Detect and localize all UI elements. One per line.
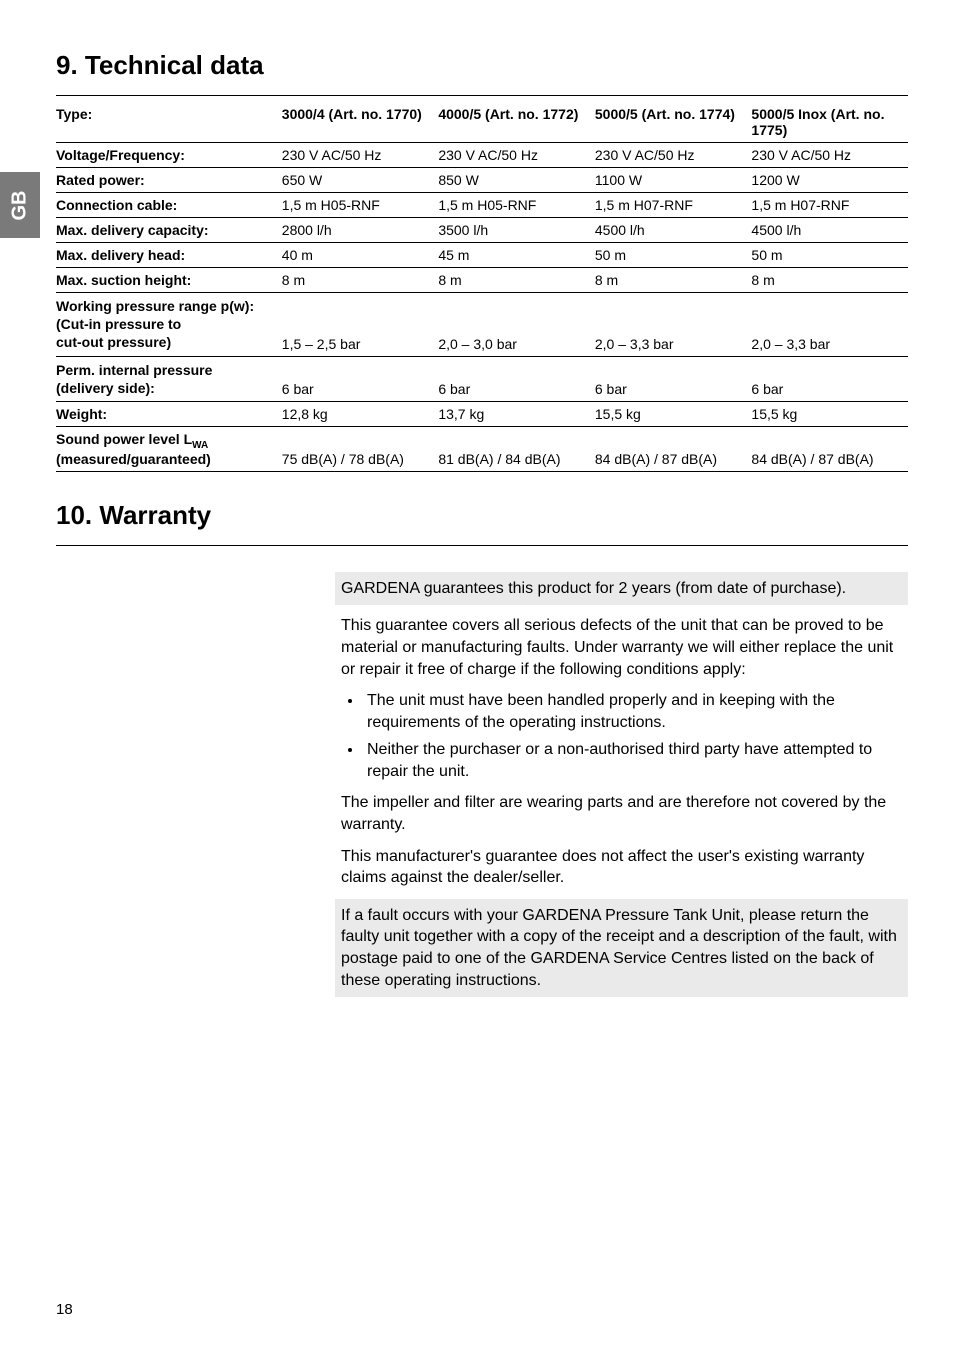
row-value: 2,0 – 3,0 bar: [438, 293, 595, 357]
page-number: 18: [56, 1301, 73, 1318]
row-value: 15,5 kg: [751, 401, 908, 426]
table-row: Sound power level LWA(measured/guarantee…: [56, 426, 908, 471]
row-value: 13,7 kg: [438, 401, 595, 426]
row-value: 6 bar: [438, 356, 595, 401]
row-value: 1,5 m H07-RNF: [595, 193, 752, 218]
row-value: 4500 l/h: [595, 218, 752, 243]
row-value: 1200 W: [751, 168, 908, 193]
row-value: 12,8 kg: [282, 401, 439, 426]
row-value: 6 bar: [595, 356, 752, 401]
row-value: 4500 l/h: [751, 218, 908, 243]
row-value: 1,5 m H07-RNF: [751, 193, 908, 218]
row-label: Max. delivery head:: [56, 243, 282, 268]
row-label: Max. suction height:: [56, 268, 282, 293]
row-value: 84 dB(A) / 87 dB(A): [595, 426, 752, 471]
warranty-p3: This manufacturer's guarantee does not a…: [341, 846, 902, 889]
header-type: Type:: [56, 102, 282, 143]
warranty-block: GARDENA guarantees this product for 2 ye…: [341, 572, 902, 998]
row-value: 75 dB(A) / 78 dB(A): [282, 426, 439, 471]
row-value: 3500 l/h: [438, 218, 595, 243]
table-row: Max. delivery capacity:2800 l/h3500 l/h4…: [56, 218, 908, 243]
tech-table: Type: 3000/4 (Art. no. 1770) 4000/5 (Art…: [56, 102, 908, 472]
row-label: Max. delivery capacity:: [56, 218, 282, 243]
warranty-bullet-1: Neither the purchaser or a non-authorise…: [363, 739, 902, 782]
table-row: Voltage/Frequency:230 V AC/50 Hz230 V AC…: [56, 143, 908, 168]
table-row: Perm. internal pressure(delivery side):6…: [56, 356, 908, 401]
row-value: 8 m: [751, 268, 908, 293]
row-value: 1100 W: [595, 168, 752, 193]
warranty-intro: GARDENA guarantees this product for 2 ye…: [335, 572, 908, 606]
row-value: 2800 l/h: [282, 218, 439, 243]
row-value: 40 m: [282, 243, 439, 268]
row-value: 45 m: [438, 243, 595, 268]
tech-table-header-row: Type: 3000/4 (Art. no. 1770) 4000/5 (Art…: [56, 102, 908, 143]
row-label: Voltage/Frequency:: [56, 143, 282, 168]
row-value: 2,0 – 3,3 bar: [751, 293, 908, 357]
row-value: 84 dB(A) / 87 dB(A): [751, 426, 908, 471]
table-row: Working pressure range p(w):(Cut-in pres…: [56, 293, 908, 357]
table-row: Weight:12,8 kg13,7 kg15,5 kg15,5 kg: [56, 401, 908, 426]
row-label: Perm. internal pressure(delivery side):: [56, 356, 282, 401]
row-label: Connection cable:: [56, 193, 282, 218]
side-tab-label: GB: [9, 190, 32, 220]
warranty-bullets: The unit must have been handled properly…: [341, 690, 902, 782]
header-col-1: 4000/5 (Art. no. 1772): [438, 102, 595, 143]
warranty-bullet-0: The unit must have been handled properly…: [363, 690, 902, 733]
section9-title: 9. Technical data: [56, 50, 908, 81]
section10-title: 10. Warranty: [56, 500, 908, 531]
table-row: Max. suction height:8 m8 m8 m8 m: [56, 268, 908, 293]
table-row: Connection cable:1,5 m H05-RNF1,5 m H05-…: [56, 193, 908, 218]
row-value: 850 W: [438, 168, 595, 193]
row-value: 1,5 – 2,5 bar: [282, 293, 439, 357]
row-value: 1,5 m H05-RNF: [438, 193, 595, 218]
row-value: 8 m: [282, 268, 439, 293]
section9-rule: [56, 95, 908, 96]
row-value: 6 bar: [751, 356, 908, 401]
row-value: 650 W: [282, 168, 439, 193]
section10-rule: [56, 545, 908, 546]
table-row: Rated power:650 W850 W1100 W1200 W: [56, 168, 908, 193]
row-value: 230 V AC/50 Hz: [595, 143, 752, 168]
row-value: 2,0 – 3,3 bar: [595, 293, 752, 357]
row-value: 8 m: [438, 268, 595, 293]
row-value: 50 m: [595, 243, 752, 268]
page-content: 9. Technical data Type: 3000/4 (Art. no.…: [0, 0, 954, 997]
side-tab: GB: [0, 172, 40, 238]
header-col-3: 5000/5 Inox (Art. no. 1775): [751, 102, 908, 143]
warranty-p1: This guarantee covers all serious defect…: [341, 615, 902, 680]
row-value: 6 bar: [282, 356, 439, 401]
warranty-p4: If a fault occurs with your GARDENA Pres…: [335, 899, 908, 997]
row-label: Weight:: [56, 401, 282, 426]
row-value: 1,5 m H05-RNF: [282, 193, 439, 218]
row-value: 230 V AC/50 Hz: [438, 143, 595, 168]
row-label: Rated power:: [56, 168, 282, 193]
row-value: 15,5 kg: [595, 401, 752, 426]
header-col-0: 3000/4 (Art. no. 1770): [282, 102, 439, 143]
row-label: Sound power level LWA(measured/guarantee…: [56, 426, 282, 471]
table-row: Max. delivery head:40 m45 m50 m50 m: [56, 243, 908, 268]
header-col-2: 5000/5 (Art. no. 1774): [595, 102, 752, 143]
row-value: 8 m: [595, 268, 752, 293]
row-value: 230 V AC/50 Hz: [282, 143, 439, 168]
warranty-p2: The impeller and filter are wearing part…: [341, 792, 902, 835]
row-label: Working pressure range p(w):(Cut-in pres…: [56, 293, 282, 357]
row-value: 81 dB(A) / 84 dB(A): [438, 426, 595, 471]
row-value: 50 m: [751, 243, 908, 268]
row-value: 230 V AC/50 Hz: [751, 143, 908, 168]
